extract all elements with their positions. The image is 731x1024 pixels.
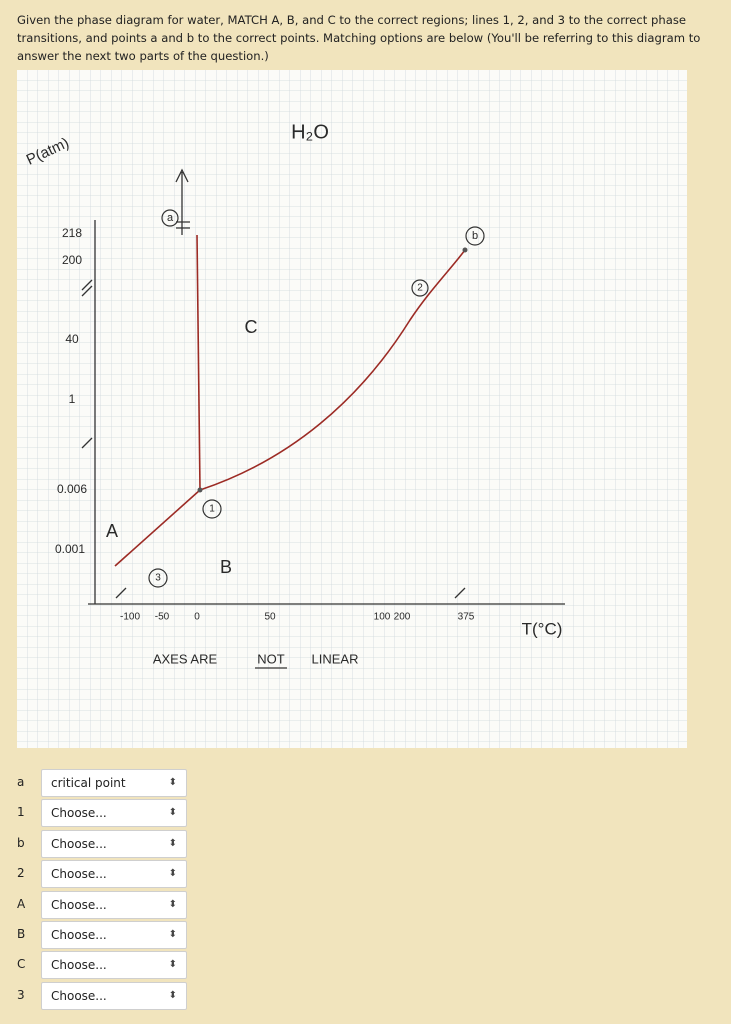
diagram-title: H₂O [291, 121, 329, 143]
x-tick-label: 375 [458, 612, 475, 623]
y-tick-label: 200 [62, 253, 82, 267]
triple-dot [197, 487, 203, 493]
x-tick-label: -100 [120, 612, 140, 623]
critical-dot [462, 247, 468, 253]
x-axis-label: T(°C) [522, 619, 563, 638]
match-row: B Choose... [0, 921, 200, 951]
match-row: A Choose... [0, 890, 200, 921]
match-select[interactable]: Choose... [41, 829, 187, 858]
x-tick-label: 0 [194, 612, 200, 623]
y-tick-label: 0.001 [55, 542, 85, 556]
match-label: 2 [17, 866, 25, 881]
axis-breaks [81, 221, 466, 599]
match-label: a [17, 775, 25, 789]
circle [411, 279, 429, 297]
match-select[interactable]: Choose... [41, 951, 187, 980]
y-tick-label: 1 [69, 392, 76, 406]
match-select[interactable]: Choose... [41, 799, 187, 828]
circle [148, 568, 168, 588]
circle [161, 209, 179, 227]
sublimation-line [114, 489, 201, 567]
match-label: B [17, 927, 26, 941]
circle [465, 226, 485, 246]
region-label: B [220, 557, 232, 577]
match-label: b [17, 835, 25, 850]
match-select[interactable]: Choose... [41, 921, 187, 949]
match-row: 2 Choose... [0, 860, 200, 890]
match-row: 3 Choose... [0, 981, 200, 1012]
match-row: 1 Choose... [0, 799, 200, 829]
y-tick-label: 0.006 [57, 482, 87, 496]
match-row: a critical point [0, 769, 200, 799]
x-tick-label: -50 [155, 612, 170, 623]
line-label: 2 [417, 283, 423, 294]
vaporization-line [199, 249, 466, 491]
x-tick-label: 50 [264, 612, 276, 623]
melting-line [196, 234, 201, 491]
question-text: Given the phase diagram for water, MATCH… [17, 13, 701, 63]
point-label: a [167, 212, 174, 224]
line-label: 3 [155, 573, 161, 584]
match-row: b Choose... [0, 829, 200, 860]
note: NOT [257, 651, 285, 666]
region-label: C [245, 317, 258, 337]
match-label: C [17, 957, 26, 972]
match-label: 1 [17, 805, 25, 820]
match-label: A [17, 896, 26, 911]
x-tick-label: 100 [374, 612, 391, 623]
match-select[interactable]: Choose... [41, 981, 187, 1010]
y-tick-label: 40 [65, 332, 79, 346]
circle [202, 499, 222, 519]
match-row: C Choose... [0, 951, 200, 981]
match-select[interactable]: Choose... [41, 890, 187, 919]
y-tick-label: 218 [62, 226, 82, 240]
note: LINEAR [312, 651, 359, 666]
match-select[interactable]: Choose... [41, 860, 187, 889]
x-tick-label: 200 [394, 612, 411, 623]
region-label: A [106, 521, 118, 541]
match-label: 3 [17, 987, 25, 1002]
match-select[interactable]: critical point [41, 769, 187, 797]
grid [17, 70, 687, 748]
line-label: 1 [209, 504, 215, 515]
note: AXES ARE [153, 651, 218, 666]
arrow [175, 168, 189, 235]
point-label: b [472, 230, 478, 242]
